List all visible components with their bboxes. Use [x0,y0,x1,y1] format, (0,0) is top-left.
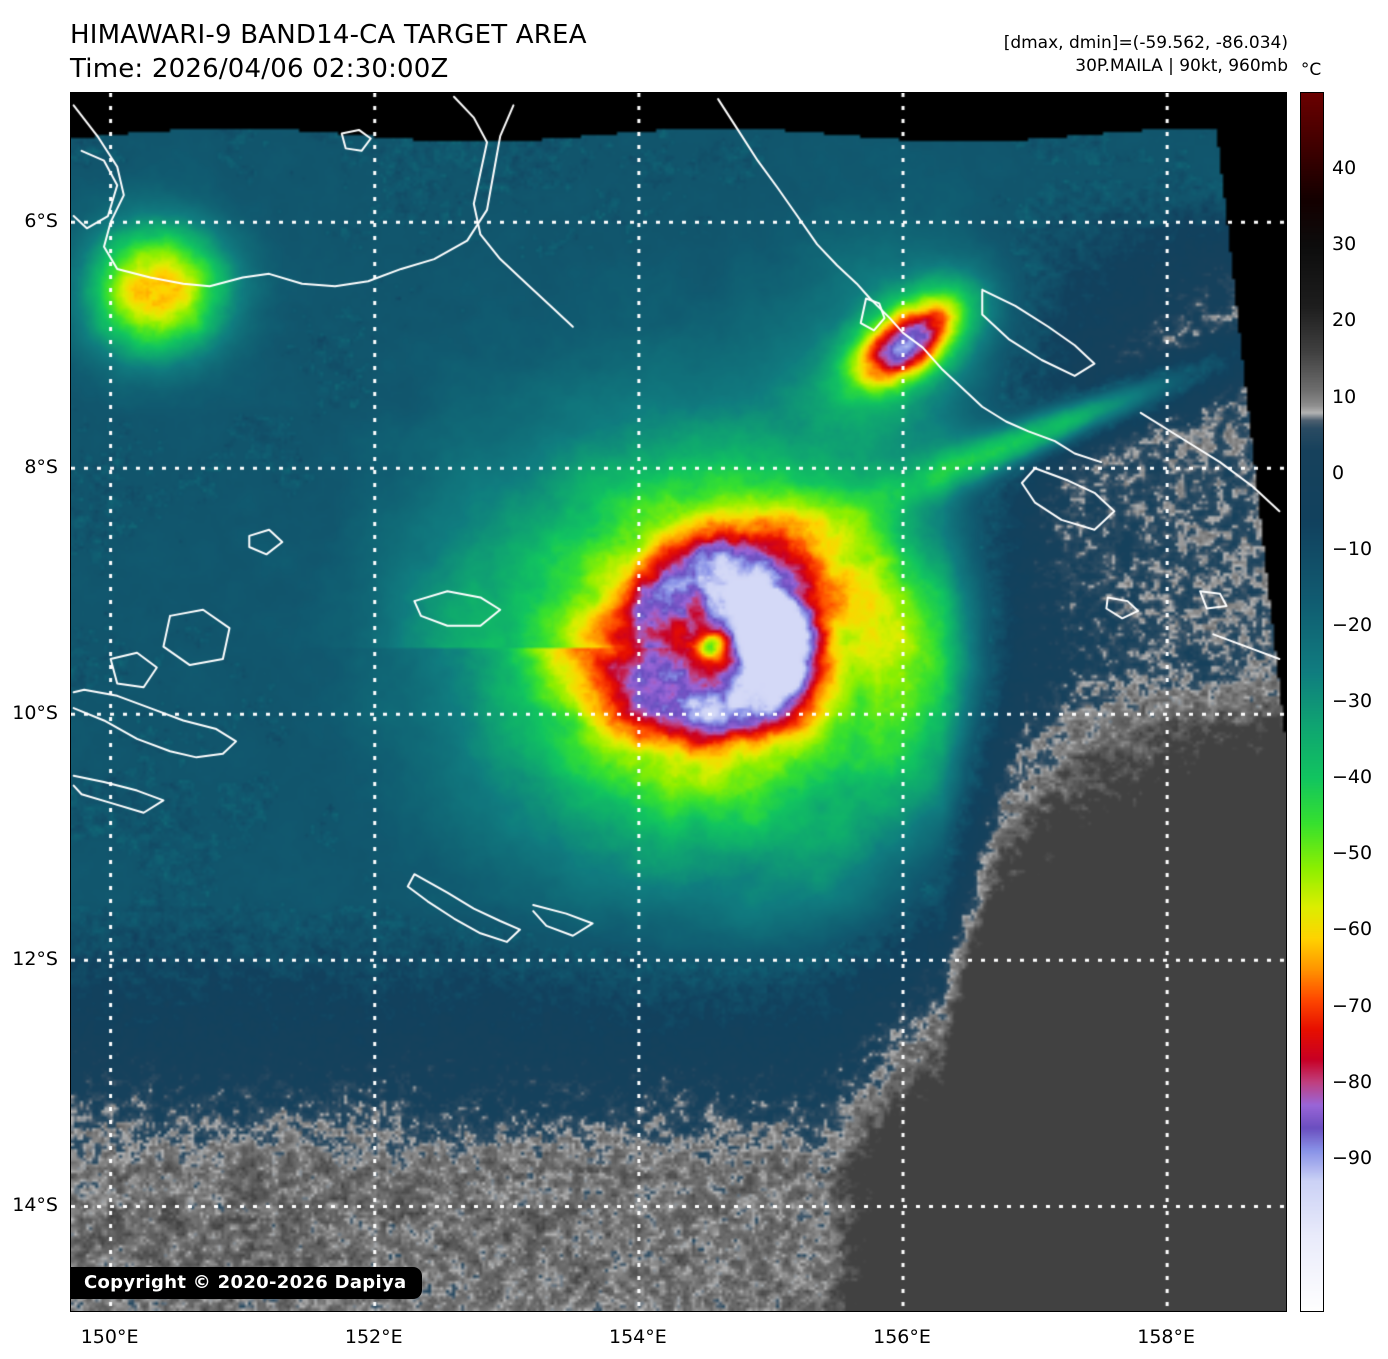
page-title: HIMAWARI-9 BAND14-CA TARGET AREA Time: 2… [70,18,587,87]
colorbar-tick-9: −50 [1332,842,1373,865]
copyright-badge: Copyright © 2020-2026 Dapiya [71,1267,423,1299]
lat-lon-grid-overlay [71,93,1286,1311]
colorbar-tick-10: −60 [1332,918,1373,941]
storm-info-readout: 30P.MAILA | 90kt, 960mb [1075,56,1288,77]
colorbar-tick-8: −40 [1332,766,1373,789]
colorbar-tick-1: 30 [1332,233,1357,256]
colorbar-tick-4: 0 [1332,461,1345,484]
metadata-block: [dmax, dmin]=(-59.562, -86.034) 30P.MAIL… [1004,32,1288,79]
dminmax-readout: [dmax, dmin]=(-59.562, -86.034) [1003,33,1288,53]
y-tick-8: 8°S [24,456,58,479]
x-tick-156: 156°E [873,1326,931,1348]
colorbar-tick-5: −10 [1332,537,1373,560]
colorbar-tick-11: −70 [1332,994,1373,1017]
y-tick-14: 14°S [12,1194,58,1217]
observation-time: Time: 2026/04/06 02:30:00Z [70,54,449,85]
y-tick-12: 12°S [12,948,58,971]
x-tick-150: 150°E [80,1326,139,1348]
satellite-image-plot[interactable]: Copyright © 2020-2026 Dapiya [70,92,1287,1312]
x-tick-154: 154°E [608,1326,667,1348]
colorbar-unit-label: °C [1300,60,1322,80]
satellite-product-title: HIMAWARI-9 BAND14-CA TARGET AREA [70,20,587,50]
colorbar-tick-7: −30 [1332,690,1373,712]
colorbar-tick-3: 10 [1332,385,1357,408]
colorbar-tick-2: 20 [1332,309,1357,332]
y-tick-10: 10°S [12,702,58,725]
colorbar-gradient [1301,93,1323,1311]
x-tick-158: 158°E [1137,1326,1196,1348]
colorbar-tick-0: 40 [1332,157,1357,180]
y-tick-6: 6°S [24,210,58,233]
x-tick-152: 152°E [344,1326,403,1348]
colorbar[interactable] [1300,92,1324,1312]
colorbar-tick-13: −90 [1332,1146,1373,1169]
colorbar-tick-6: −20 [1332,613,1373,636]
colorbar-tick-12: −80 [1332,1070,1373,1093]
